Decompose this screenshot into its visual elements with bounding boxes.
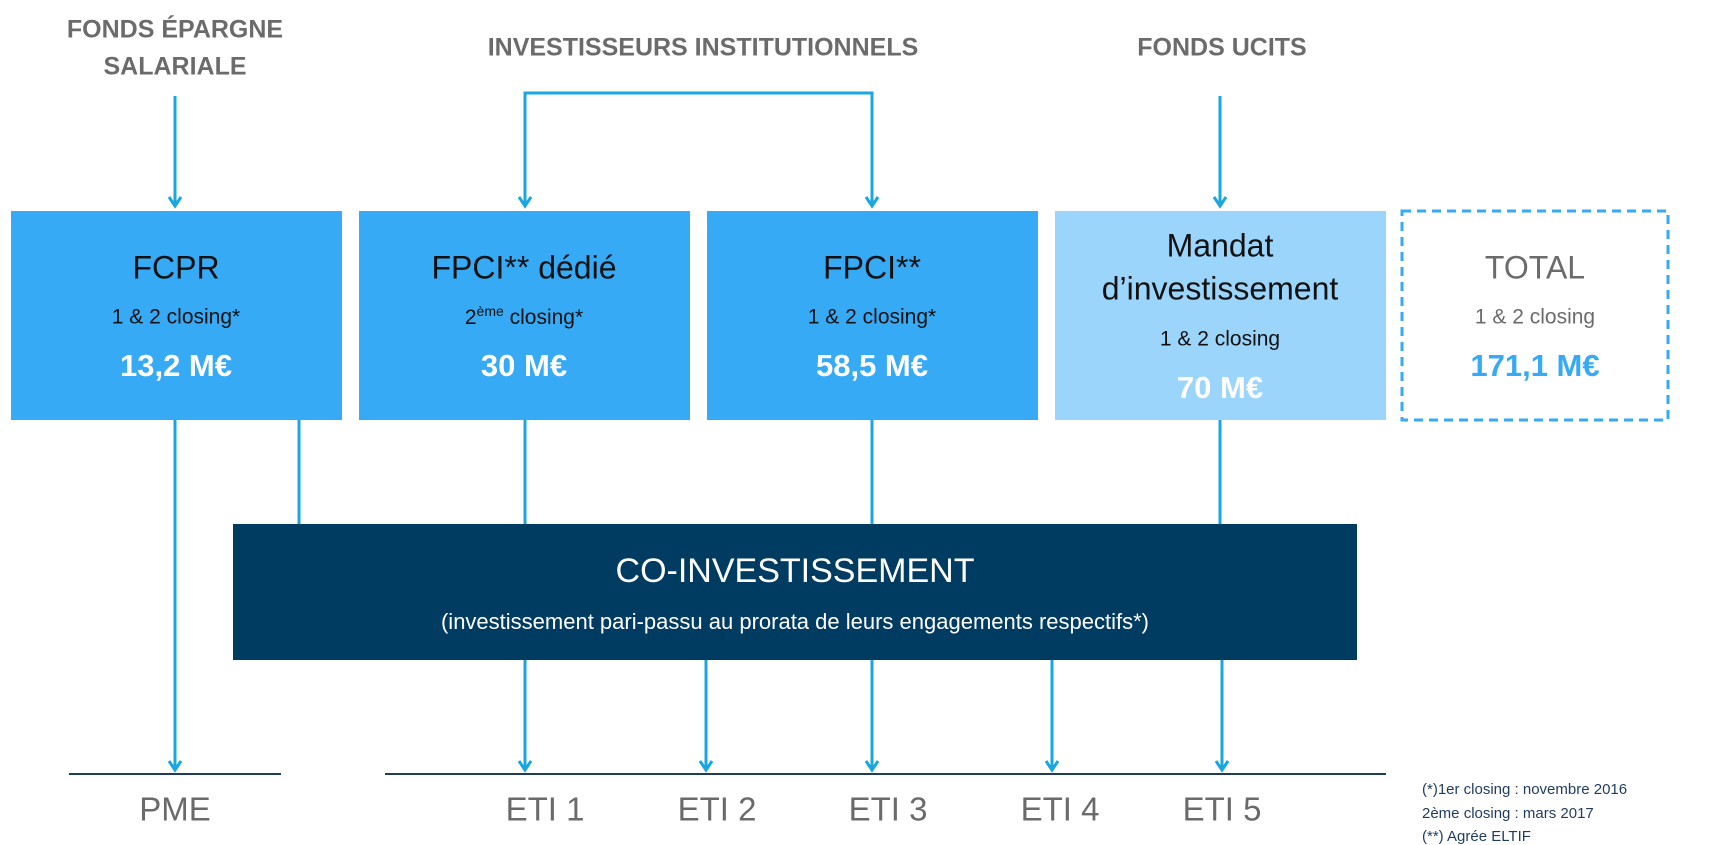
header: FONDS UCITS xyxy=(1137,34,1306,62)
box-subtitle: 1 & 2 closing* xyxy=(808,306,936,329)
target: ETI 2 xyxy=(678,791,757,828)
box xyxy=(1055,211,1386,420)
box-subtitle: 1 & 2 closing* xyxy=(112,306,240,329)
superscript: ème xyxy=(477,303,504,319)
coinvest-title: CO-INVESTISSEMENT xyxy=(616,552,975,590)
box-amount: 30 M€ xyxy=(481,348,567,383)
box-amount: 171,1 M€ xyxy=(1470,348,1599,383)
coinvest-subtitle: (investissement pari-passu au prorata de… xyxy=(441,609,1149,634)
footnote: (*)1er closing : novembre 2016 xyxy=(1422,781,1627,798)
box-title: Mandat xyxy=(1167,227,1274,263)
box-subtitle: 1 & 2 closing xyxy=(1475,306,1595,329)
box-title: FPCI** dédié xyxy=(432,249,617,285)
total-box xyxy=(1400,209,1670,422)
box-amount: 58,5 M€ xyxy=(816,348,928,383)
box-title: d’investissement xyxy=(1102,270,1339,306)
box-title: FPCI** xyxy=(823,249,921,285)
box xyxy=(11,211,342,420)
target: PME xyxy=(139,791,211,828)
box-amount: 70 M€ xyxy=(1177,370,1263,405)
footnote: (**) Agrée ELTIF xyxy=(1422,828,1531,845)
box-amount: 13,2 M€ xyxy=(120,348,232,383)
box-subtitle: 1 & 2 closing xyxy=(1160,328,1280,351)
target: ETI 1 xyxy=(506,791,585,828)
header: FONDS ÉPARGNE xyxy=(67,15,283,44)
box xyxy=(707,211,1038,420)
box-title: FCPR xyxy=(132,249,219,285)
text: closing* xyxy=(504,306,583,329)
connectors xyxy=(175,91,1222,770)
header: SALARIALE xyxy=(103,53,246,81)
header: INVESTISSEURS INSTITUTIONNELS xyxy=(488,34,919,62)
target: ETI 5 xyxy=(1183,791,1262,828)
box xyxy=(359,211,690,420)
target: ETI 3 xyxy=(849,791,928,828)
footnote: 2ème closing : mars 2017 xyxy=(1422,805,1594,822)
box-subtitle: 2ème closing* xyxy=(465,303,583,329)
target: ETI 4 xyxy=(1021,791,1100,828)
text: 2 xyxy=(465,306,477,329)
coinvest-box xyxy=(233,524,1357,660)
box-title: TOTAL xyxy=(1485,249,1585,285)
